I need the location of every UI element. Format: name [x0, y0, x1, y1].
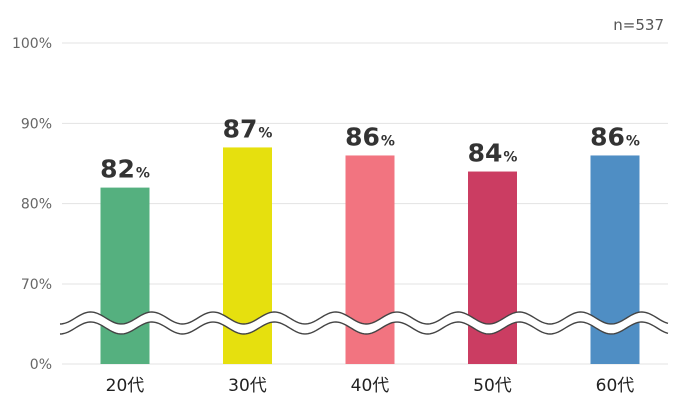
y-tick-label: 80% — [21, 197, 52, 213]
axis-break — [59, 311, 669, 335]
x-tick-label: 30代 — [228, 376, 267, 396]
x-tick-label: 40代 — [351, 376, 390, 396]
value-label: 87% — [223, 114, 273, 143]
labels: 100% 90% 80% 70% 0% 82% 20代 87% 30代 86% 40代 84% 50代 8… — [12, 36, 640, 396]
y-tick-label: 90% — [21, 116, 52, 132]
axis-break-line-bottom — [59, 321, 669, 335]
x-tick-label: 60代 — [596, 376, 635, 396]
axis-break-band — [60, 312, 668, 334]
y-tick-label: 100% — [12, 36, 52, 52]
y-tick-label: 0% — [30, 357, 52, 373]
x-tick-label: 20代 — [106, 376, 145, 396]
sample-size-note: n=537 — [613, 16, 664, 34]
axis-break-line-top — [59, 311, 669, 325]
y-tick-label: 70% — [21, 277, 52, 293]
value-label: 84% — [468, 139, 518, 168]
value-label: 86% — [345, 122, 395, 151]
bar — [468, 171, 517, 364]
x-tick-label: 50代 — [473, 376, 512, 396]
bar — [100, 187, 150, 364]
value-label: 86% — [590, 122, 640, 151]
value-label: 82% — [100, 155, 150, 184]
